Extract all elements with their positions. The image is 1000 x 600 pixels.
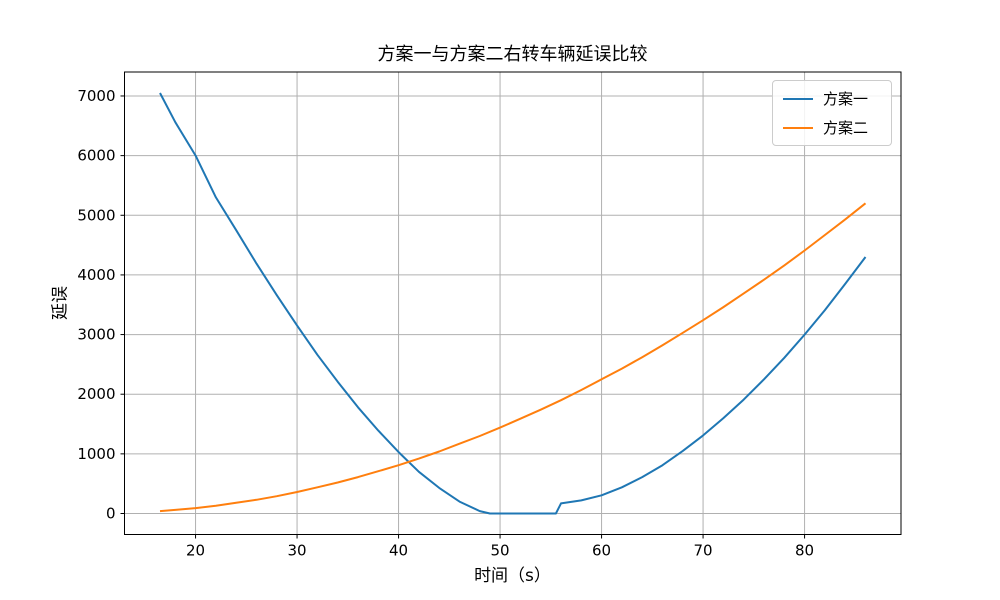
- legend-item-plan2: 方案二: [783, 117, 881, 138]
- y-tick-label: 3000: [77, 326, 115, 344]
- x-tick-label: 20: [186, 542, 205, 560]
- y-tick-label: 0: [106, 505, 116, 523]
- y-tick-label: 6000: [77, 147, 115, 165]
- x-axis-label: 时间（s）: [474, 566, 551, 586]
- y-tick-label: 1000: [77, 445, 115, 463]
- x-tick-label: 40: [389, 542, 408, 560]
- x-tick-label: 30: [288, 542, 307, 560]
- y-tick-label: 5000: [77, 206, 115, 224]
- legend-item-plan1: 方案一: [783, 88, 881, 109]
- legend: 方案一 方案二: [772, 80, 892, 146]
- x-tick-label: 60: [592, 542, 611, 560]
- axes-frame: [124, 71, 902, 535]
- line-series-1: [159, 92, 867, 515]
- x-tick-label: 70: [694, 542, 713, 560]
- y-tick-label: 2000: [77, 385, 115, 403]
- y-tick-label: 7000: [77, 87, 115, 105]
- line-series-2: [159, 202, 867, 513]
- chart-title: 方案一与方案二右转车辆延误比较: [377, 44, 648, 65]
- y-axis-label: 延误: [50, 286, 71, 320]
- legend-line-sample-plan2: [783, 126, 813, 129]
- legend-label-plan2: 方案二: [823, 119, 869, 137]
- legend-line-sample-plan1: [783, 97, 813, 100]
- x-tick-label: 80: [795, 542, 814, 560]
- x-tick-label: 50: [491, 542, 510, 560]
- y-tick-label: 4000: [77, 266, 115, 284]
- legend-label-plan1: 方案一: [823, 90, 869, 108]
